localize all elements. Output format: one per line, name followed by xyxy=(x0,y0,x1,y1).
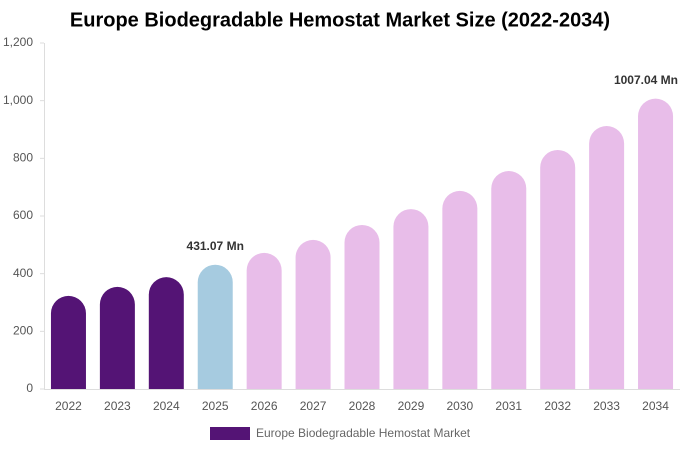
y-tick-label: 1,000 xyxy=(3,93,33,107)
legend-label: Europe Biodegradable Hemostat Market xyxy=(256,426,471,440)
x-tick-label: 2032 xyxy=(544,399,571,413)
x-tick-label: 2029 xyxy=(398,399,425,413)
bar xyxy=(246,252,282,389)
bar xyxy=(99,286,135,389)
bar xyxy=(50,295,86,389)
x-tick-label: 2034 xyxy=(642,399,669,413)
bar xyxy=(442,190,478,389)
y-tick-label: 200 xyxy=(13,324,33,338)
x-tick-label: 2030 xyxy=(446,399,473,413)
bar xyxy=(148,277,184,389)
x-tick-label: 2028 xyxy=(349,399,376,413)
bar xyxy=(344,224,380,389)
x-tick-label: 2025 xyxy=(202,399,229,413)
y-tick-label: 800 xyxy=(13,151,33,165)
x-tick-label: 2022 xyxy=(55,399,82,413)
y-tick-label: 600 xyxy=(13,208,33,222)
y-tick-label: 1,200 xyxy=(3,35,33,49)
x-tick-label: 2026 xyxy=(251,399,278,413)
bar xyxy=(197,264,233,389)
bar xyxy=(638,98,674,389)
bar xyxy=(393,209,429,389)
bar xyxy=(491,171,527,389)
chart-title: Europe Biodegradable Hemostat Market Siz… xyxy=(70,9,610,31)
bar xyxy=(540,149,576,389)
data-label: 431.07 Mn xyxy=(187,239,244,253)
y-tick-label: 0 xyxy=(26,381,33,395)
x-tick-label: 2031 xyxy=(495,399,522,413)
x-tick-label: 2024 xyxy=(153,399,180,413)
bar xyxy=(589,126,625,389)
x-tick-label: 2033 xyxy=(593,399,620,413)
data-label: 1007.04 Mn xyxy=(614,73,678,87)
legend-swatch xyxy=(210,427,250,440)
x-tick-label: 2027 xyxy=(300,399,327,413)
bar xyxy=(295,239,331,389)
y-tick-label: 400 xyxy=(13,266,33,280)
x-tick-label: 2023 xyxy=(104,399,131,413)
